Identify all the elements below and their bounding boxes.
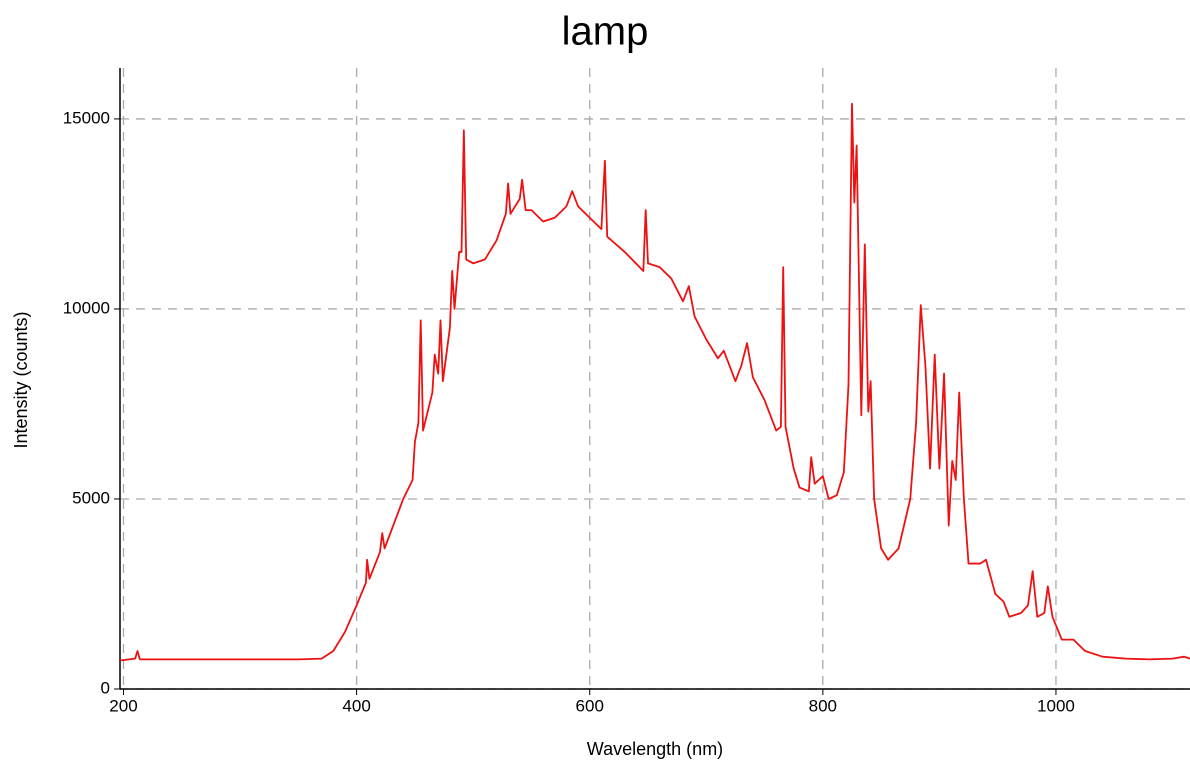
y-tick-label: 5000 — [72, 488, 110, 507]
x-tick-label: 600 — [576, 696, 604, 715]
x-axis-label: Wavelength (nm) — [587, 739, 723, 759]
x-tick-label: 400 — [342, 696, 370, 715]
x-tick-label: 200 — [109, 696, 137, 715]
y-tick-label: 0 — [101, 678, 110, 697]
x-tick-label: 800 — [809, 696, 837, 715]
chart-title: lamp — [562, 10, 649, 54]
y-tick-label: 10000 — [63, 298, 110, 317]
line-series — [119, 102, 1190, 662]
y-axis-label: Intensity (counts) — [11, 311, 31, 448]
x-tick-label: 1000 — [1037, 696, 1075, 715]
y-tick-label: 15000 — [63, 108, 110, 127]
